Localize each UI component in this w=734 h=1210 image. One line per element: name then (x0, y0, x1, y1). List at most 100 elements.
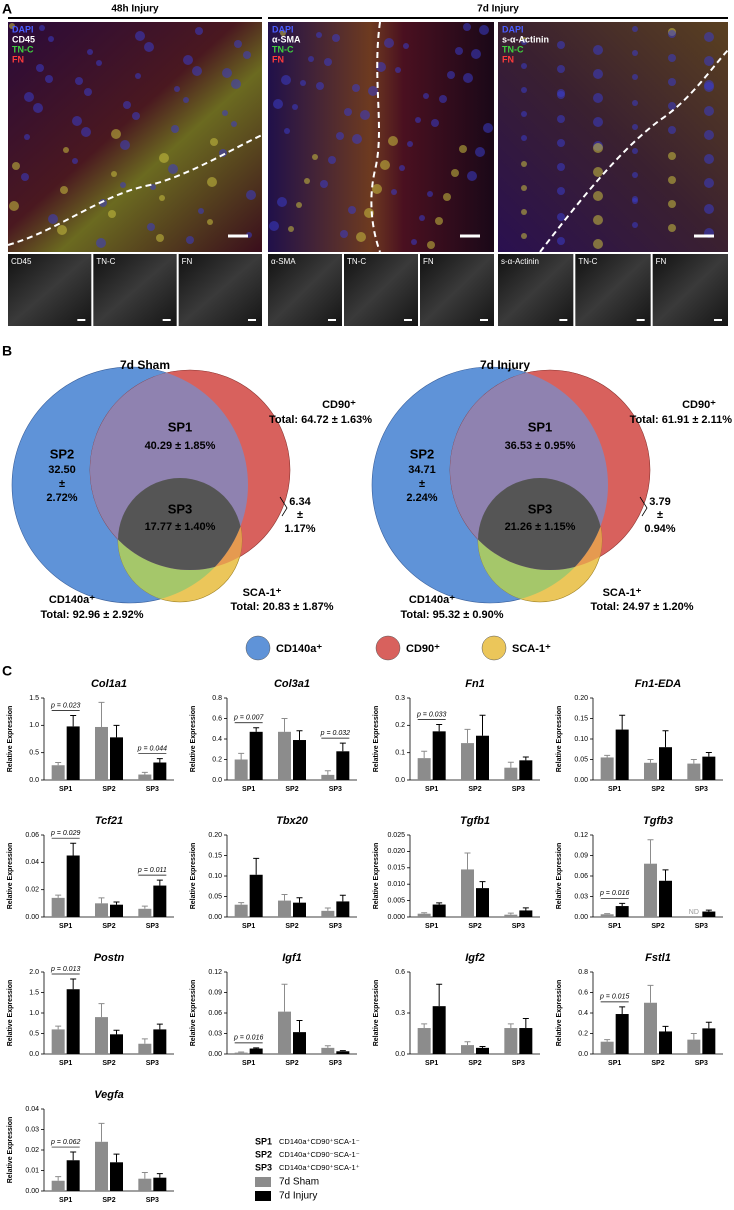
y-tick-label: 0.000 (387, 914, 405, 921)
nucleus (300, 80, 306, 86)
chart-title: Vegfa (94, 1089, 124, 1101)
nucleus (423, 93, 429, 99)
nucleus (304, 178, 310, 184)
inset-image (498, 254, 574, 326)
nucleus (81, 127, 91, 137)
legend-swatch (255, 1191, 271, 1201)
p-value: p = 0.013 (50, 966, 80, 973)
legend-label: CD90⁺ (406, 643, 440, 655)
chart-title: Fn1-EDA (635, 678, 682, 690)
nucleus (704, 178, 714, 188)
nucleus (704, 106, 714, 116)
y-tick-label: 0.10 (208, 873, 222, 880)
nucleus (459, 145, 467, 153)
nucleus (593, 191, 603, 201)
x-tick-label: SP3 (329, 923, 342, 930)
x-tick-label: SP2 (651, 786, 664, 793)
chart-title: Col1a1 (91, 678, 127, 690)
nucleus (668, 200, 676, 208)
legend-sp-name: SP1 (255, 1136, 272, 1146)
bar (644, 1002, 657, 1054)
nucleus (96, 60, 102, 66)
y-tick-label: 0.8 (212, 695, 222, 702)
nucleus (210, 138, 218, 146)
nucleus (403, 43, 409, 49)
venn-label: SP1 (528, 419, 553, 434)
y-tick-label: 0.06 (208, 1010, 222, 1017)
channel-label: FN (272, 54, 284, 64)
bar (51, 1180, 65, 1191)
error-bar (238, 902, 245, 905)
error-bar (436, 724, 443, 732)
error-bar (619, 714, 626, 730)
chart-title: Tbx20 (276, 815, 309, 827)
p-value: p = 0.015 (599, 994, 629, 1001)
y-tick-label: 0.10 (574, 736, 588, 743)
venn-label: 36.53 ± 0.95% (505, 440, 576, 452)
nucleus (388, 136, 398, 146)
x-tick-label: SP3 (695, 923, 708, 930)
legend-sp-name: SP2 (255, 1149, 272, 1159)
nucleus (246, 190, 256, 200)
bar (432, 904, 446, 917)
nucleus (135, 31, 145, 41)
y-axis-label: Relative Expression (556, 706, 563, 773)
chart-title: Fn1 (465, 678, 485, 690)
x-tick-label: SP2 (651, 923, 664, 930)
venn-label: CD90⁺ (322, 399, 356, 411)
y-tick-label: 0.12 (208, 969, 222, 976)
y-tick-label: 0.00 (208, 1051, 222, 1058)
error-bar (70, 842, 77, 856)
nucleus (344, 108, 352, 116)
nucleus (632, 74, 638, 80)
legend-swatch (481, 635, 507, 661)
nucleus (60, 186, 68, 194)
nucleus (376, 62, 386, 72)
nucleus (521, 233, 527, 239)
error-bar (507, 912, 514, 915)
venn-label: SP3 (528, 501, 553, 516)
bar (461, 869, 474, 917)
nucleus (372, 184, 382, 194)
y-tick-label: 0.05 (208, 893, 222, 900)
error-bar (339, 1050, 346, 1052)
y-tick-label: 0.005 (387, 897, 405, 904)
nucleus (467, 171, 477, 181)
y-tick-label: 0.2 (212, 756, 222, 763)
y-tick-label: 0.06 (574, 873, 588, 880)
chart-title: Tgfb1 (460, 815, 490, 827)
nucleus (632, 222, 638, 228)
nucleus (352, 84, 360, 92)
venn-sp3 (478, 478, 602, 570)
nucleus (39, 25, 45, 31)
inset-image (575, 254, 651, 326)
nucleus (632, 26, 638, 32)
error-bar (479, 881, 486, 889)
nucleus (135, 73, 141, 79)
nucleus (57, 225, 67, 235)
inset-label: FN (182, 257, 193, 266)
error-bar (662, 869, 669, 881)
nucleus (320, 180, 328, 188)
inset-label: FN (423, 257, 434, 266)
error-bar (662, 730, 669, 748)
legend-swatch (245, 635, 271, 661)
bar (153, 885, 167, 917)
y-tick-label: 0.0 (29, 777, 39, 784)
bar (659, 747, 672, 780)
error-bar (604, 913, 611, 915)
nucleus (395, 67, 401, 73)
venn-label: SP3 (168, 501, 193, 516)
venn-label: 0.94% (644, 523, 675, 535)
error-bar (113, 901, 120, 905)
x-tick-label: SP1 (608, 786, 621, 793)
nucleus (316, 82, 324, 90)
nucleus (280, 30, 286, 36)
nucleus (356, 232, 366, 242)
nucleus (277, 197, 287, 207)
nucleus (668, 30, 676, 38)
nucleus (45, 75, 53, 83)
x-tick-label: SP1 (242, 923, 255, 930)
nucleus (308, 56, 314, 62)
p-value: p = 0.016 (233, 1035, 263, 1042)
